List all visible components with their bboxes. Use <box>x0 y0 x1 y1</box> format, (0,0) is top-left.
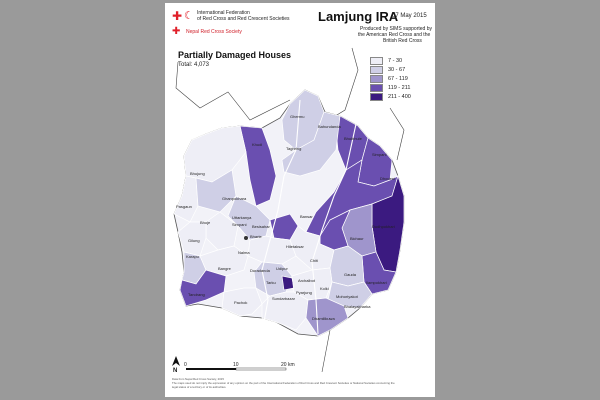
place-duradanda: Duradanda <box>250 268 271 273</box>
place-bhulbhule: Bhulbhule <box>344 136 363 141</box>
place-hiletaksar: Hiletaksar <box>286 244 304 249</box>
legend-label: 67 - 119 <box>388 76 408 82</box>
place-dhodeni: Dhodeni <box>380 176 395 181</box>
place-tandrang: Tandrang <box>188 292 205 297</box>
scale-label-10: 10 <box>233 362 239 368</box>
place-gilung: Gilung <box>188 238 200 243</box>
place-bahundanda: Bahundanda <box>318 124 341 129</box>
place-pasgaun: Pasgaun <box>176 204 192 209</box>
place-bansar: Bansar <box>300 214 313 219</box>
legend-swatch <box>370 57 383 65</box>
place-chiti: Chiti <box>310 258 318 263</box>
place-khudi: Khudi <box>252 142 262 147</box>
produced-by-line2: the American Red Cross and the <box>358 32 431 38</box>
legend-label: 7 - 30 <box>388 58 403 64</box>
nrcs-cross-icon: ✚ <box>172 26 181 37</box>
place-karapu: Karapu <box>186 254 199 259</box>
legend-label: 211 - 400 <box>388 94 411 100</box>
ifrc-name-line2: of Red Cross and Red Crescent Societies <box>197 16 290 22</box>
place-ilampokhari: Ilampokhari <box>366 280 387 285</box>
footer-line2: The maps used do not imply the expressio… <box>172 381 395 385</box>
ifrc-cross-icon: ✚ <box>172 9 183 23</box>
place-tarku: Tarku <box>266 280 276 285</box>
legend-label: 30 - 67 <box>388 67 406 73</box>
legend-swatch <box>370 84 383 92</box>
place-simpani2: Simpani <box>232 222 247 227</box>
legend-row: 211 - 400 <box>370 93 411 101</box>
nrcs-name: Nepal Red Cross Society <box>186 29 242 35</box>
place-pyarjung: Pyarjung <box>296 290 312 295</box>
place-bichaur: Bichaur <box>350 236 364 241</box>
surrounding-boundaries <box>175 47 405 373</box>
place-mohoriyakot: Mohoriyakot <box>336 294 359 299</box>
ifrc-name-line1: International Federation <box>197 10 250 16</box>
district-hq-marker <box>244 236 248 240</box>
place-ghanpokhara: Ghanpokhara <box>222 196 247 201</box>
legend-swatch <box>370 75 383 83</box>
map-subtitle: Partially Damaged Houses <box>178 50 292 60</box>
place-archalbot: Archalbot <box>298 278 316 283</box>
map-title: Lamjung IRA <box>318 9 399 24</box>
place-sundarbazar: Sundarbazar <box>272 296 296 301</box>
scale-label-20: 20 km <box>281 362 295 368</box>
footer-line3: legal status of a territory or of its au… <box>172 385 226 389</box>
place-kolki: Kolki <box>320 286 329 291</box>
vdc-polygons <box>173 89 405 337</box>
produced-by-line3: British Red Cross <box>383 38 422 44</box>
produced-by-line1: Produced by SIMS supported by <box>360 26 432 32</box>
legend-label: 119 - 211 <box>388 85 411 91</box>
legend-row: 7 - 30 <box>370 57 402 65</box>
place-labels: Ghermu Bahundanda Bhulbhule Taghring Khu… <box>176 114 395 321</box>
north-arrow-icon: N <box>172 356 180 374</box>
map-total: Total: 4,073 <box>178 62 210 68</box>
place-bhoje: Bhoje <box>200 220 211 225</box>
place-bhalayakharka: Bhalayakharka <box>344 304 371 309</box>
place-taghring: Taghring <box>286 146 301 151</box>
vdc-west-bottom-2 <box>221 287 263 317</box>
scale-bar: 0 10 20 km <box>184 362 295 371</box>
scale-label-0: 0 <box>184 362 187 368</box>
footer-line1: Data from Nepal Red Cross Society, 2015 <box>172 377 224 381</box>
place-bhujung: Bhujung <box>190 171 205 176</box>
ifrc-crescent-icon: ☾ <box>184 9 194 22</box>
place-dhamilikuwa: Dhamilikuwa <box>312 316 335 321</box>
place-bharte: Bharte <box>250 234 263 239</box>
place-bangre: Bangre <box>218 266 232 271</box>
legend-swatch <box>370 93 383 101</box>
footer: Data from Nepal Red Cross Society, 2015 … <box>172 377 395 389</box>
vdc-khudi <box>239 125 277 207</box>
map-date: 07 May 2015 <box>392 13 427 19</box>
rivers <box>261 99 357 335</box>
place-nalma: Nalma <box>238 250 250 255</box>
legend-row: 30 - 67 <box>370 66 405 74</box>
legend-swatch <box>370 66 383 74</box>
vdc-taghring <box>281 111 341 177</box>
place-udipur: Udipur <box>276 266 288 271</box>
place-ghermu: Ghermu <box>290 114 304 119</box>
place-gauda: Gauda <box>344 272 357 277</box>
north-label: N <box>173 368 177 374</box>
place-simpani: Simpani <box>372 152 387 157</box>
legend-row: 119 - 211 <box>370 84 410 92</box>
place-uttarkanya: Uttarkanya <box>232 215 252 220</box>
legend-row: 67 - 119 <box>370 75 408 83</box>
place-pachok: Pachok <box>234 300 247 305</box>
place-dudhpokhari: Dudhpokhari <box>372 224 395 229</box>
place-besisahar: Besisahar <box>252 224 270 229</box>
